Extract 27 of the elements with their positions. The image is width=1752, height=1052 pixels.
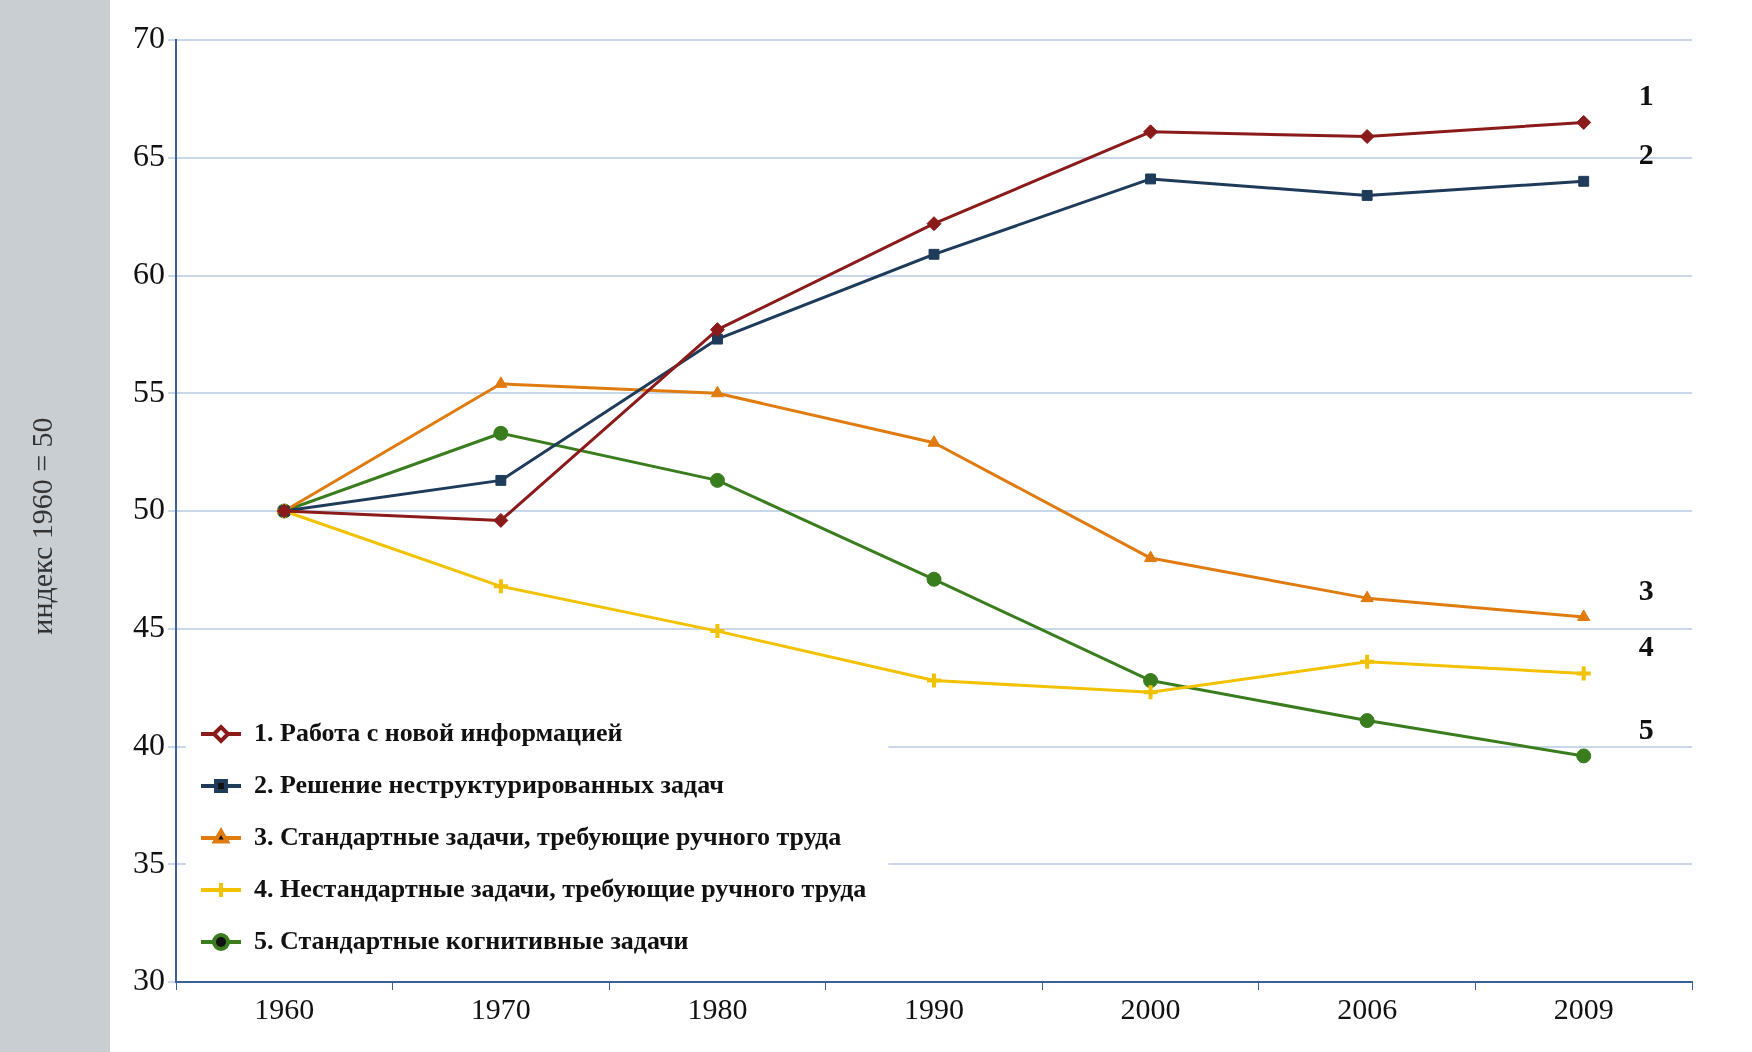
x-tick-label: 1980 (687, 991, 748, 1025)
y-tick-label: 70 (133, 19, 165, 56)
y-tick-label: 60 (133, 254, 165, 291)
x-tick-label: 1960 (254, 991, 315, 1025)
annotation: 4 (1638, 629, 1654, 663)
annotation: 1 (1638, 78, 1654, 112)
legend-label: 3. Стандартные задачи, требующие ручного труда (254, 821, 842, 851)
annotation: 5 (1638, 711, 1654, 745)
annotation: 2 (1638, 137, 1654, 171)
legend-label: 1. Работа с новой информацией (254, 717, 623, 747)
legend-label: 4. Нестандартные задачи, требующие ручного труда (254, 873, 867, 903)
x-tick-label: 2006 (1337, 991, 1398, 1025)
y-tick-label: 45 (133, 608, 165, 645)
y-tick-label: 55 (133, 372, 165, 409)
legend-label: 5. Стандартные когнитивные задачи (254, 925, 689, 955)
x-tick-label: 2000 (1120, 991, 1181, 1025)
y-tick-label: 40 (133, 725, 165, 762)
y-tick-label: 50 (133, 490, 165, 527)
annotation: 3 (1638, 572, 1654, 606)
y-axis-title: индекс 1960 = 50 (25, 417, 59, 635)
legend-label: 2. Решение неструктурированных задач (254, 769, 724, 799)
y-tick-label: 65 (133, 137, 165, 174)
y-tick-label: 30 (133, 961, 165, 998)
y-tick-label: 35 (133, 843, 165, 880)
x-tick-label: 1990 (904, 991, 964, 1025)
x-tick-label: 1970 (470, 991, 531, 1025)
x-tick-label: 2009 (1553, 991, 1614, 1025)
